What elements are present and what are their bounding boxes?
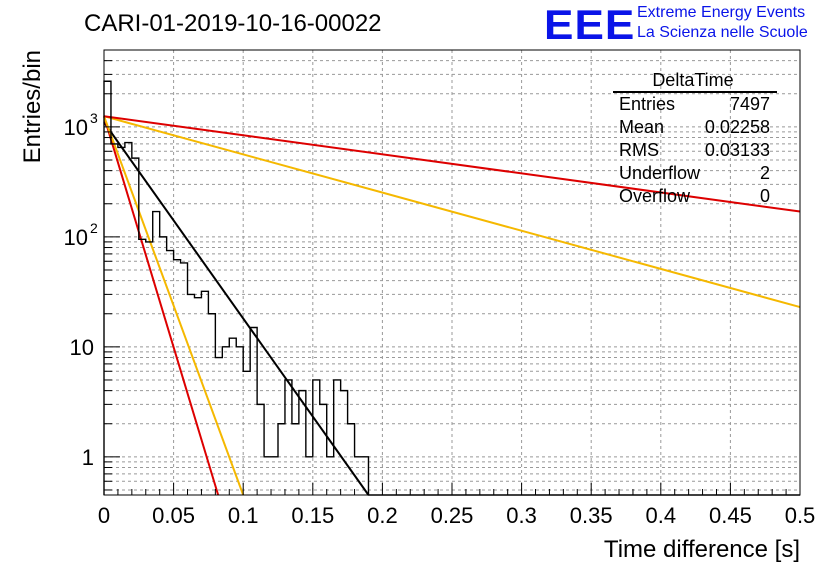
stats-label: RMS [619, 140, 659, 160]
x-tick-label: 0.35 [570, 503, 613, 528]
x-tick-label: 0.05 [152, 503, 195, 528]
x-tick-label: 0.25 [431, 503, 474, 528]
logo-subtitle-2: La Scienza nelle Scuole [637, 24, 808, 41]
stats-box: DeltaTime Entries 7497 Mean 0.02258 RMS 0.0313… [613, 70, 777, 206]
x-tick-labels: 0 0.05 0.1 0.15 0.2 0.25 0.3 0.35 0.4 0.45 0.5 [98, 503, 815, 528]
x-tick-label: 0.1 [228, 503, 259, 528]
x-axis-label: Time difference [s] [604, 536, 800, 563]
fit-line [103, 115, 245, 496]
x-tick-label: 0.4 [646, 503, 677, 528]
axis-ticks [103, 60, 801, 495]
stats-value: 0 [760, 186, 770, 206]
fit-line [103, 115, 801, 309]
stats-label: Entries [619, 94, 675, 114]
y-tick-label: 1 [82, 445, 94, 470]
grid-lines [104, 50, 800, 495]
chart-title: CARI-01-2019-10-16-00022 [84, 10, 382, 37]
x-tick-label: 0.2 [367, 503, 398, 528]
y-tick-label: 10 [64, 225, 88, 250]
histogram-series [103, 80, 800, 496]
y-tick-exponent: 2 [90, 220, 98, 236]
stats-label: Mean [619, 117, 664, 137]
y-tick-label: 10 [70, 335, 94, 360]
stats-value: 7497 [730, 94, 770, 114]
eee-logo: EEE [544, 1, 636, 48]
stats-label: Underflow [619, 163, 701, 183]
x-tick-label: 0 [98, 503, 110, 528]
x-tick-label: 0.5 [785, 503, 816, 528]
y-tick-exponent: 3 [90, 110, 98, 126]
stats-label: Overflow [619, 186, 691, 206]
fit-line [103, 115, 220, 496]
fit-line [103, 115, 801, 213]
logo-subtitle-1: Extreme Energy Events [637, 4, 806, 21]
x-tick-label: 0.15 [291, 503, 334, 528]
x-tick-label: 0.45 [709, 503, 752, 528]
y-tick-label: 10 [64, 115, 88, 140]
fit-line [103, 121, 370, 496]
stats-value: 0.02258 [705, 117, 770, 137]
fit-lines [103, 115, 801, 496]
stats-title: DeltaTime [652, 70, 733, 90]
x-tick-label: 0.3 [506, 503, 537, 528]
stats-value: 0.03133 [705, 140, 770, 160]
stats-value: 2 [760, 163, 770, 183]
y-axis-label: Entries/bin [19, 50, 46, 163]
